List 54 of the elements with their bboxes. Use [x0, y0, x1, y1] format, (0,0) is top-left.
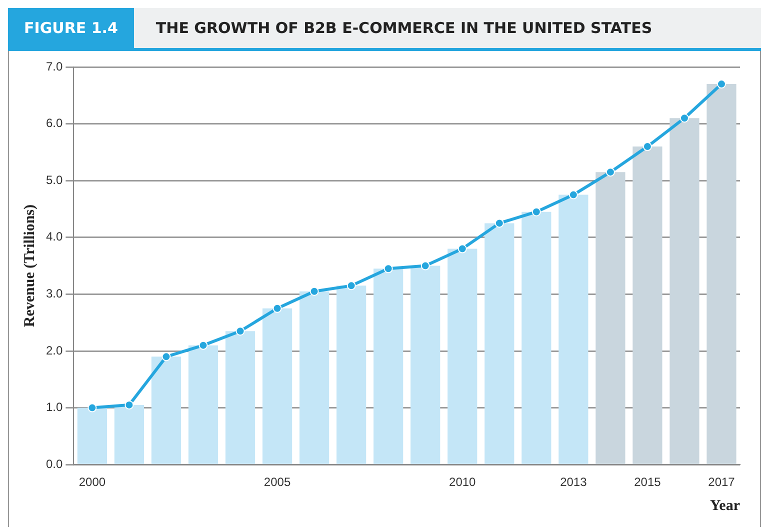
bar — [151, 356, 182, 464]
point — [606, 168, 615, 177]
point — [716, 80, 726, 89]
x-tick-label: 2013 — [560, 475, 588, 490]
point — [88, 403, 97, 412]
point — [494, 218, 504, 228]
point — [162, 352, 171, 362]
x-tick-label: 2000 — [78, 475, 106, 490]
y-axis-title: Revenue (Trillions) — [22, 204, 38, 328]
point — [568, 190, 578, 200]
point — [124, 400, 134, 410]
point — [310, 286, 319, 296]
point — [680, 114, 689, 123]
y-tick-label: 5.0 — [46, 172, 63, 187]
bar — [336, 286, 366, 464]
bar — [225, 331, 256, 464]
bar — [77, 408, 107, 464]
y-tick-label: 6.0 — [46, 116, 63, 130]
bar — [484, 223, 514, 464]
bar — [374, 268, 404, 464]
bar — [596, 172, 626, 464]
point — [346, 281, 356, 290]
point — [642, 142, 652, 152]
point — [198, 340, 208, 350]
x-tick-label: 2015 — [634, 475, 662, 490]
caption: FIGURE 1.4 — [8, 8, 134, 48]
point — [272, 304, 282, 313]
bar — [558, 194, 588, 464]
bar — [188, 345, 218, 464]
bar — [632, 146, 662, 464]
bar — [522, 212, 552, 464]
y-tick-label: 0.0 — [46, 456, 63, 471]
bar — [706, 84, 736, 464]
y-tick-label: 1.0 — [46, 400, 63, 414]
point — [458, 244, 467, 254]
point — [384, 264, 393, 274]
x-tick-label: 2010 — [449, 475, 476, 490]
bar — [410, 266, 440, 464]
bar — [299, 291, 330, 464]
y-tick-label: 7.0 — [46, 59, 63, 74]
chart-title: THE GROWTH OF B2B E-COMMERCE IN THE UNITED STATES — [154, 18, 652, 39]
point — [532, 207, 541, 216]
x-axis-title: Year — [710, 498, 740, 514]
x-tick-label: 2005 — [264, 475, 291, 490]
y-tick-label: 2.0 — [46, 343, 63, 358]
point — [420, 261, 430, 270]
y-tick-label: 3.0 — [46, 286, 63, 301]
bar — [114, 404, 144, 464]
x-tick-label: 2017 — [708, 475, 736, 490]
point — [236, 326, 245, 336]
y-tick-label: 4.0 — [46, 230, 63, 244]
bar — [262, 308, 292, 464]
bar — [448, 248, 478, 464]
bar — [670, 118, 700, 464]
